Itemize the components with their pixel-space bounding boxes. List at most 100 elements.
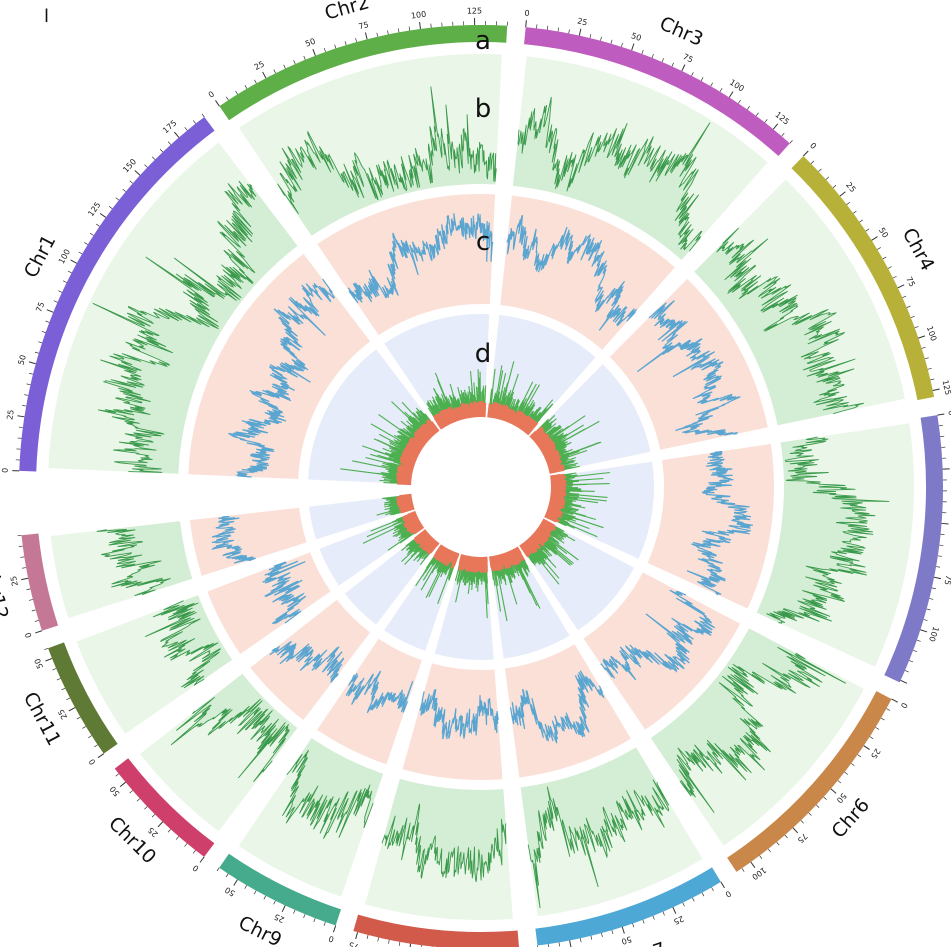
- tick-chr7-5: [711, 887, 714, 892]
- tick-chr2-90: [397, 28, 400, 33]
- tick-chr1-55: [34, 351, 39, 354]
- tick-chr11-0: [97, 753, 105, 759]
- chr-label-chr6: Chr6: [827, 794, 874, 842]
- tick-label-chr1: 175: [161, 118, 178, 135]
- tick-chr6-70: [800, 820, 804, 824]
- tick-chr6-35: [850, 763, 855, 767]
- ideogram-chr7: [535, 867, 721, 946]
- track-c-bg-chr7: [504, 644, 631, 778]
- tick-chr12-30: [22, 567, 27, 569]
- tick-chr7-60: [601, 932, 603, 937]
- tick-chr2-35: [283, 64, 286, 69]
- tick-chr3-45: [620, 42, 623, 47]
- track-letters: a b c d: [475, 26, 492, 369]
- tick-chr11-35: [61, 687, 66, 691]
- tick-label-chr10: 25: [146, 825, 160, 839]
- tick-label-chr4: 100: [925, 325, 938, 342]
- tick-chr3-120: [764, 119, 768, 123]
- tick-chr1-20: [18, 426, 23, 428]
- track-b-area-chr12: [96, 521, 193, 596]
- tick-chr2-75: [364, 32, 368, 40]
- track-b-line-chr2: [277, 86, 497, 215]
- tick-chr6-30: [857, 754, 862, 758]
- tick-chr7-0: [720, 881, 725, 889]
- tick-chr3-110: [747, 106, 750, 110]
- tick-chr3-75: [681, 64, 686, 72]
- tick-chr1-60: [38, 341, 43, 344]
- tick-chr1-180: [184, 127, 188, 131]
- tick-chr4-125: [932, 388, 940, 391]
- tick-chr1-120: [96, 223, 100, 227]
- track-b-bg-chr4: [694, 179, 905, 426]
- tick-chr10-45: [129, 790, 133, 794]
- tick-label-chr9: 0: [327, 934, 335, 944]
- tick-chr4-45: [865, 228, 870, 232]
- track-d-orange-chr10: [413, 529, 440, 555]
- track-letter-a: a: [475, 26, 491, 56]
- track-d-orange-chr7: [489, 546, 526, 572]
- track-b-lines: [92, 86, 890, 909]
- ideogram-chr5: [884, 415, 943, 683]
- tick-chr11-15: [82, 726, 87, 729]
- track-b-line-chr5: [766, 436, 890, 624]
- tick-label-chr7: 0: [724, 889, 733, 899]
- track-c-line-chr4: [637, 300, 741, 436]
- tick-chr9-5: [323, 921, 326, 926]
- tick-chr8-55: [398, 941, 401, 946]
- track-b-line-chr7: [527, 779, 670, 909]
- tick-chr2-40: [293, 60, 296, 65]
- tick-label-chr1: 100: [57, 248, 72, 266]
- tick-chr5-70: [936, 566, 941, 568]
- tick-chr2-85: [387, 30, 389, 35]
- tick-chr6-80: [784, 834, 788, 839]
- tick-label-chr12: 25: [9, 575, 20, 587]
- tick-chr7-40: [642, 919, 645, 924]
- track-b-line-chr8: [381, 803, 507, 883]
- track-letter-b: b: [475, 94, 492, 124]
- tick-chr6-105: [741, 868, 745, 872]
- tick-chr1-165: [159, 148, 164, 153]
- chr-label-chr4: Chr4: [898, 224, 939, 274]
- tick-label-chr6: 100: [750, 865, 768, 881]
- track-b-line-chr6: [676, 646, 847, 813]
- track-c-bg-chr11: [207, 552, 331, 655]
- track-c-line-chr12: [211, 516, 256, 564]
- tick-chr6-20: [869, 736, 874, 740]
- tick-chr2-70: [355, 38, 357, 43]
- tick-chr1-115: [89, 232, 94, 236]
- track-b-line-chr11: [145, 600, 221, 689]
- track-b-line-chr1: [92, 180, 257, 473]
- tick-chr8-75: [355, 932, 359, 940]
- track-d-bg-chr11: [319, 512, 424, 586]
- track-letter-c: c: [476, 227, 490, 257]
- tick-chr4-70: [892, 275, 897, 279]
- tick-chr2-10: [235, 90, 238, 95]
- tick-chr3-55: [641, 50, 644, 55]
- tick-chr6-75: [792, 827, 799, 834]
- tick-chr7-70: [579, 938, 582, 943]
- tick-label-chr3: 125: [773, 110, 791, 127]
- track-d-orange-chr2: [433, 400, 487, 430]
- track-c-line-chr6: [600, 589, 716, 681]
- tick-label-chr5: 0: [946, 410, 951, 416]
- tick-chr5-100: [920, 629, 928, 633]
- tick-label-chr7: 50: [620, 934, 632, 946]
- tick-chr3-100: [728, 91, 734, 98]
- tick-chr11-20: [76, 716, 81, 720]
- tick-chr5-65: [937, 555, 942, 557]
- tick-label-chr7: 25: [672, 914, 685, 926]
- track-b-area-chr4: [694, 228, 864, 426]
- tick-chr9-50: [233, 879, 238, 886]
- tick-chr1-105: [78, 251, 83, 255]
- track-b-area-chr3: [512, 97, 710, 260]
- tick-label-chr4: 75: [904, 275, 917, 288]
- tick-label-chr11: 0: [87, 757, 97, 766]
- tick-chr3-35: [600, 36, 602, 41]
- tick-chr5-115: [909, 660, 914, 663]
- tick-label-chr3: 50: [630, 31, 643, 43]
- tick-chr5-75: [934, 576, 942, 580]
- tick-chr1-95: [67, 270, 72, 274]
- track-c-line-chr9: [345, 670, 414, 714]
- tick-label-chr6: 50: [835, 791, 848, 805]
- tick-chr7-80: [558, 942, 560, 947]
